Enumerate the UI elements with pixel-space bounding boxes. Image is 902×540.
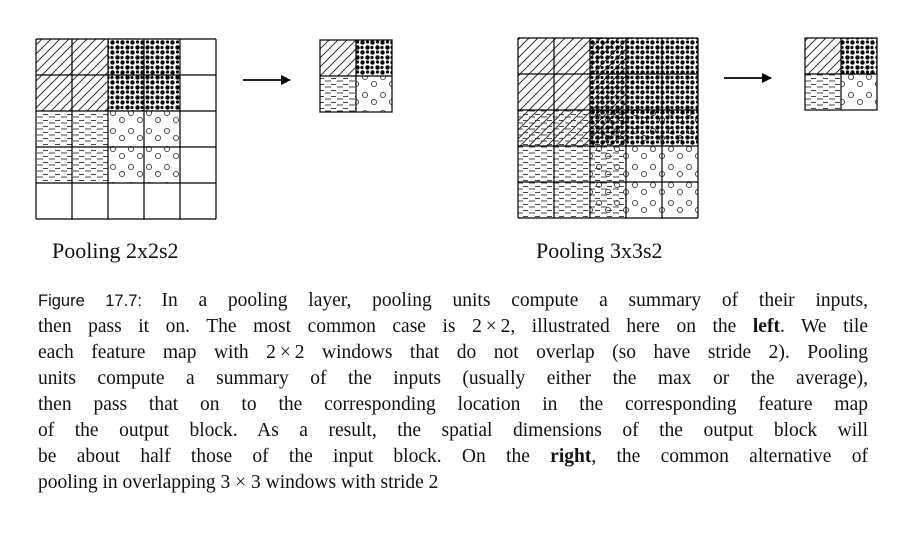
left-diagram-label: Pooling 2x2s2 bbox=[52, 238, 179, 263]
caption-line: of the output block. As a result, the sp… bbox=[38, 420, 868, 441]
caption-emphasis: left bbox=[752, 316, 780, 337]
caption-line: Figure 17.7: In a pooling layer, pooling… bbox=[38, 290, 868, 311]
left-output-grid bbox=[319, 39, 393, 113]
right-output-grid bbox=[804, 37, 878, 111]
caption-line: pooling in overlapping 3 × 3 windows wit… bbox=[38, 472, 439, 493]
figure-number-label: Figure 17.7: bbox=[38, 292, 142, 310]
left-input-grid bbox=[35, 38, 217, 220]
caption-line: be about half those of the input block. … bbox=[38, 446, 868, 467]
figure-caption: Figure 17.7: In a pooling layer, pooling… bbox=[38, 288, 868, 496]
caption-line: then pass it on. The most common case is… bbox=[38, 316, 868, 337]
caption-emphasis: right bbox=[550, 446, 592, 467]
caption-line: each feature map with 2 × 2 windows that… bbox=[38, 342, 868, 363]
caption-line: units compute a summary of the inputs (u… bbox=[38, 368, 868, 389]
right-input-grid bbox=[517, 37, 699, 219]
caption-line: then pass that on to the corresponding l… bbox=[38, 394, 868, 415]
right-diagram-label: Pooling 3x3s2 bbox=[536, 238, 663, 263]
